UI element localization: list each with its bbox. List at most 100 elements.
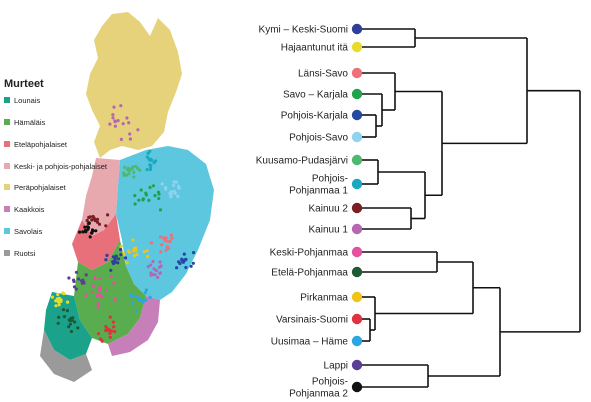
leaf-node [351,202,363,214]
legend: Murteet Lounais Hämäläis Eteläpohjalaiset K… [4,78,114,271]
sample-point [84,230,88,234]
sample-point [113,330,117,334]
sample-point [84,273,88,277]
legend-label: Hämäläis [14,118,46,127]
sample-point [100,339,104,343]
sample-point [156,190,161,194]
legend-item: Lounais [4,96,114,105]
sample-point [160,182,164,186]
sample-point [133,194,137,198]
dendrogram: Kymi – Keski-Suomi Hajaantunut itä Länsi-S… [256,23,581,400]
leaf-node [351,131,363,143]
leaf-label: Pirkanmaa [300,293,348,304]
sample-point [136,166,140,170]
map-region-hamalais [74,240,146,344]
sample-point [131,238,135,242]
sample-point [82,281,86,285]
sample-point [189,264,193,268]
leaf-label: Kainuu 2 [309,204,349,215]
sample-point [86,227,90,231]
sample-point [67,276,71,280]
leaf-node [351,381,363,393]
sample-point [57,303,61,307]
sample-point [111,116,115,120]
sample-point [91,229,95,233]
sample-point [119,248,123,252]
legend-item: Kaakkois [4,205,114,214]
sample-point [132,254,136,258]
sample-point [108,122,112,126]
legend-swatch [4,163,10,169]
leaf-node [351,266,363,278]
sample-point [144,193,148,197]
sample-point [141,198,145,202]
sample-point [116,119,120,123]
sample-point [145,249,149,253]
leaf-label: Lappi [324,361,348,372]
sample-point [149,167,153,172]
sample-point [108,331,112,335]
leaf-node [351,154,363,166]
sample-point [96,302,100,306]
map-region-kaakkois [108,296,160,356]
sample-point [91,214,95,219]
sample-point [96,332,101,336]
sample-point [181,260,185,264]
sample-point [134,164,138,168]
leaf-label: Kymi – Keski-Suomi [259,25,348,36]
sample-point [116,261,120,265]
sample-point [93,276,97,280]
sample-point [145,155,149,159]
legend-item: Keski- ja pohjois-pohjalaiset [4,162,114,171]
sample-point [142,298,146,302]
sample-point [153,194,157,198]
leaf-node [351,313,363,325]
sample-point [99,295,104,299]
sample-point [158,208,163,212]
leaf-label: Hajaantunut itä [281,43,349,54]
sample-point [94,229,98,233]
sample-point [119,253,123,257]
leaf-node [351,223,363,235]
sample-point [108,335,112,339]
leaf-label: Kuusamo-Pudasjärvi [256,156,348,167]
legend-item: Hämäläis [4,118,114,127]
sample-point [143,291,147,295]
sample-point [104,288,109,292]
sample-point [65,309,69,313]
leaf-label: Pohjois-Savo [289,133,348,144]
sample-point [97,222,102,226]
legend-item: Ruotsi [4,249,114,258]
leaf-node [351,359,363,371]
leaf-node [351,109,363,121]
sample-point [135,295,139,299]
sample-point [184,265,188,270]
map-region-ruotsi [40,330,92,382]
sample-point [172,183,176,187]
leaf-node [351,88,363,100]
sample-point [113,297,117,302]
sample-point [95,294,99,298]
legend-label: Kaakkois [14,205,45,214]
sample-point [149,273,153,277]
sample-point [132,175,136,179]
sample-point [165,239,169,243]
sample-point [136,128,140,132]
sample-point [61,308,66,312]
sample-point [147,157,151,161]
sample-point [88,235,92,239]
sample-point [98,292,102,296]
legend-label: Eteläpohjalaiset [14,140,67,149]
sample-point [57,296,61,300]
legend-item: Eteläpohjalaiset [4,140,114,149]
sample-point [137,198,141,202]
leaf-label: Pohjois-Pohjanmaa 2 [289,377,348,400]
sample-point [54,299,58,303]
sample-point [153,159,158,163]
sample-point [180,257,184,261]
sample-point [137,297,141,302]
sample-point [145,255,150,259]
sample-point [110,329,114,333]
sample-point [73,320,77,324]
legend-swatch [4,119,10,125]
